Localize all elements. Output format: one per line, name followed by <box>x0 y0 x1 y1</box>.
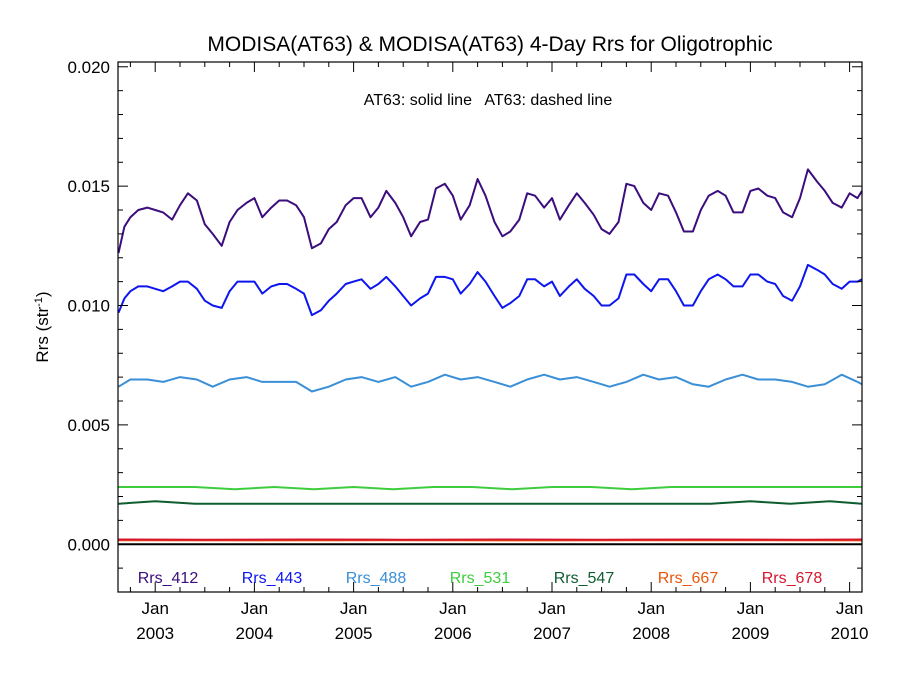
x-tick-month-label: Jan <box>836 599 863 618</box>
y-tick-label: 0.010 <box>67 297 110 316</box>
x-tick-month-label: Jan <box>340 599 367 618</box>
x-tick-month-label: Jan <box>538 599 565 618</box>
legend-item-rrs-531: Rrs_531 <box>450 570 511 587</box>
x-tick-year-label: 2008 <box>632 624 670 643</box>
x-tick-year-label: 2005 <box>335 624 373 643</box>
legend-item-rrs-667: Rrs_667 <box>658 570 719 587</box>
x-tick-month-label: Jan <box>439 599 466 618</box>
series-line-rrs-488 <box>117 373 863 393</box>
axes: 0.000 0.005 0.010 0.015 0.020 Jan 2003 Jan 2004 J… <box>67 58 868 643</box>
x-tick-month-label: Jan <box>637 599 664 618</box>
legend-item-rrs-488: Rrs_488 <box>346 570 407 587</box>
plot-area <box>117 168 863 546</box>
y-axis-label: Rrs (str-1) <box>33 291 52 362</box>
legend-item-rrs-678: Rrs_678 <box>762 570 823 587</box>
x-tick-year-label: 2006 <box>434 624 472 643</box>
plot-frame <box>117 61 863 593</box>
y-tick-label: 0.005 <box>67 416 110 435</box>
legend: Rrs_412 Rrs_443 Rrs_488 Rrs_531 Rrs_547 Rrs_6… <box>138 570 823 587</box>
y-tick-label: 0.015 <box>67 177 110 196</box>
x-tick-year-label: 2003 <box>136 624 174 643</box>
x-tick-year-label: 2009 <box>731 624 769 643</box>
x-tick-year-label: 2010 <box>831 624 869 643</box>
line-style-annotation: AT63: solid line AT63: dashed line <box>364 92 613 109</box>
x-tick-month-label: Jan <box>241 599 268 618</box>
legend-item-rrs-547: Rrs_547 <box>554 570 615 587</box>
x-tick-month-label: Jan <box>141 599 168 618</box>
x-tick-year-label: 2007 <box>533 624 571 643</box>
chart-title: MODISA(AT63) & MODISA(AT63) 4-Day Rrs fo… <box>207 33 772 56</box>
series-line-rrs-531 <box>118 486 862 491</box>
x-tick-month-label: Jan <box>737 599 764 618</box>
y-tick-label: 0.020 <box>67 58 110 77</box>
legend-item-rrs-443: Rrs_443 <box>242 570 303 587</box>
series-line-rrs-547 <box>118 500 863 505</box>
legend-item-rrs-412: Rrs_412 <box>138 570 199 587</box>
y-tick-label: 0.000 <box>67 535 110 554</box>
series-line-rrs-443 <box>117 263 863 317</box>
series-line-rrs-412 <box>117 168 863 254</box>
x-tick-year-label: 2004 <box>235 624 273 643</box>
